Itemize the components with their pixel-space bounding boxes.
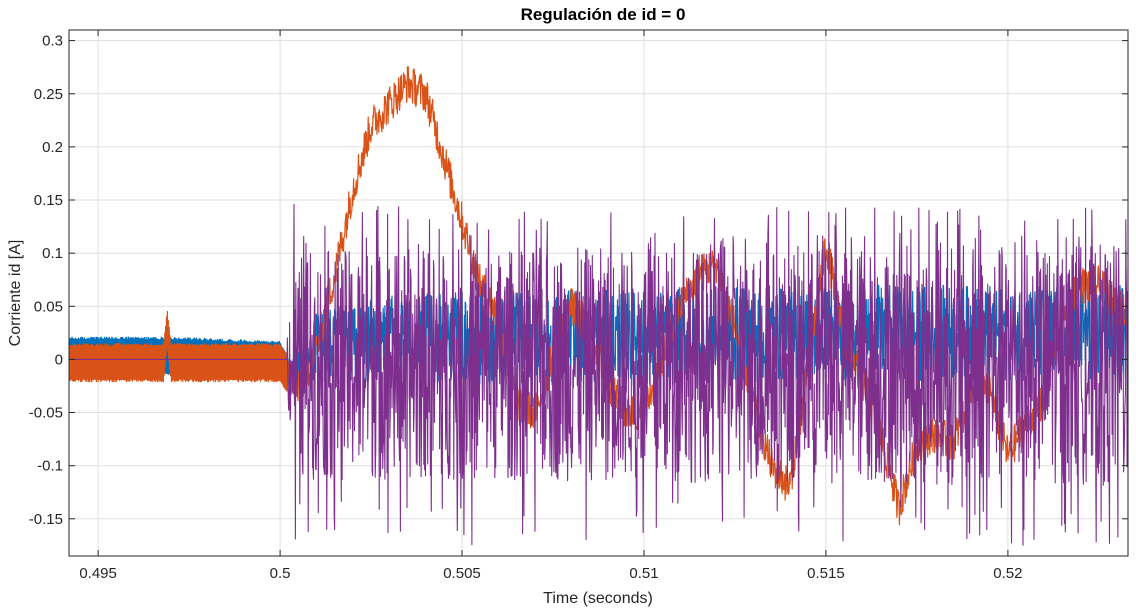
x-tick-label: 0.515 [807,565,845,582]
ticks: 0.495 0.5 0.505 0.51 0.515 0.52 -0.15 -0.1 -0.05… [29,30,1128,582]
y-tick-label: 0.15 [34,192,63,209]
y-tick-label: -0.15 [29,511,63,528]
series-line-purple [69,203,1128,546]
x-tick-label: 0.51 [629,565,658,582]
y-tick-label: 0.05 [34,298,63,315]
x-tick-label: 0.495 [79,565,117,582]
y-tick-label: 0.2 [42,139,63,156]
y-tick-label: -0.1 [37,458,63,475]
y-tick-label: 0 [55,351,63,368]
y-axis-label: Corriente id [A] [7,240,24,347]
chart-title: Regulación de id = 0 [521,5,686,24]
axes-box [68,29,1129,557]
x-tick-label: 0.52 [993,565,1022,582]
y-tick-label: 0.3 [42,33,63,50]
y-tick-label: 0.1 [42,245,63,262]
x-axis-label: Time (seconds) [543,590,653,607]
y-tick-label: 0.25 [34,86,63,103]
x-tick-label: 0.505 [443,565,481,582]
series-layer [69,66,1128,546]
y-tick-label: -0.05 [29,405,63,422]
x-tick-label: 0.5 [270,565,291,582]
